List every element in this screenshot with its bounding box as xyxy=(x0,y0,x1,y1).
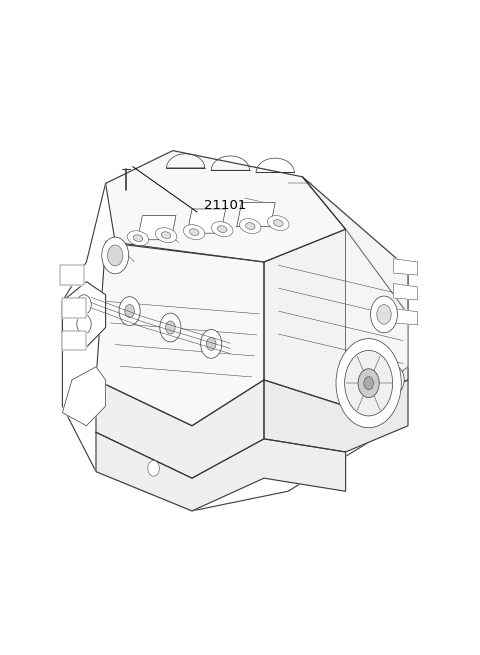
Polygon shape xyxy=(346,229,408,393)
Circle shape xyxy=(383,365,404,394)
Polygon shape xyxy=(62,282,106,347)
Polygon shape xyxy=(62,298,86,318)
Circle shape xyxy=(125,305,134,318)
Ellipse shape xyxy=(156,228,177,242)
Polygon shape xyxy=(62,331,86,350)
Polygon shape xyxy=(394,259,418,275)
Circle shape xyxy=(119,297,140,326)
Polygon shape xyxy=(62,367,106,426)
Ellipse shape xyxy=(268,215,289,231)
Ellipse shape xyxy=(127,231,149,246)
Polygon shape xyxy=(96,380,264,478)
Polygon shape xyxy=(237,202,275,227)
Polygon shape xyxy=(394,309,418,325)
Circle shape xyxy=(371,296,397,333)
Polygon shape xyxy=(96,242,264,426)
Polygon shape xyxy=(138,215,176,240)
Circle shape xyxy=(206,337,216,350)
Polygon shape xyxy=(96,432,346,511)
Polygon shape xyxy=(106,151,346,262)
Circle shape xyxy=(201,329,222,358)
Circle shape xyxy=(148,460,159,476)
Polygon shape xyxy=(187,209,226,233)
Polygon shape xyxy=(60,265,84,285)
Circle shape xyxy=(364,377,373,390)
Circle shape xyxy=(77,295,91,314)
Text: 21101: 21101 xyxy=(204,198,246,212)
Polygon shape xyxy=(264,380,408,452)
Ellipse shape xyxy=(161,232,171,238)
Polygon shape xyxy=(264,229,408,406)
Circle shape xyxy=(160,313,181,342)
Ellipse shape xyxy=(133,234,143,242)
Circle shape xyxy=(377,305,391,324)
Circle shape xyxy=(358,369,379,398)
Ellipse shape xyxy=(183,225,205,240)
Polygon shape xyxy=(62,151,408,511)
Circle shape xyxy=(108,245,123,266)
Ellipse shape xyxy=(212,221,233,236)
Ellipse shape xyxy=(245,223,255,229)
Polygon shape xyxy=(394,284,418,300)
Circle shape xyxy=(77,314,91,334)
Circle shape xyxy=(336,339,401,428)
Ellipse shape xyxy=(274,219,283,227)
Ellipse shape xyxy=(190,229,199,236)
Circle shape xyxy=(166,321,175,334)
Circle shape xyxy=(102,237,129,274)
Circle shape xyxy=(345,350,393,416)
Polygon shape xyxy=(302,177,408,314)
Ellipse shape xyxy=(217,226,227,233)
Ellipse shape xyxy=(240,219,261,233)
